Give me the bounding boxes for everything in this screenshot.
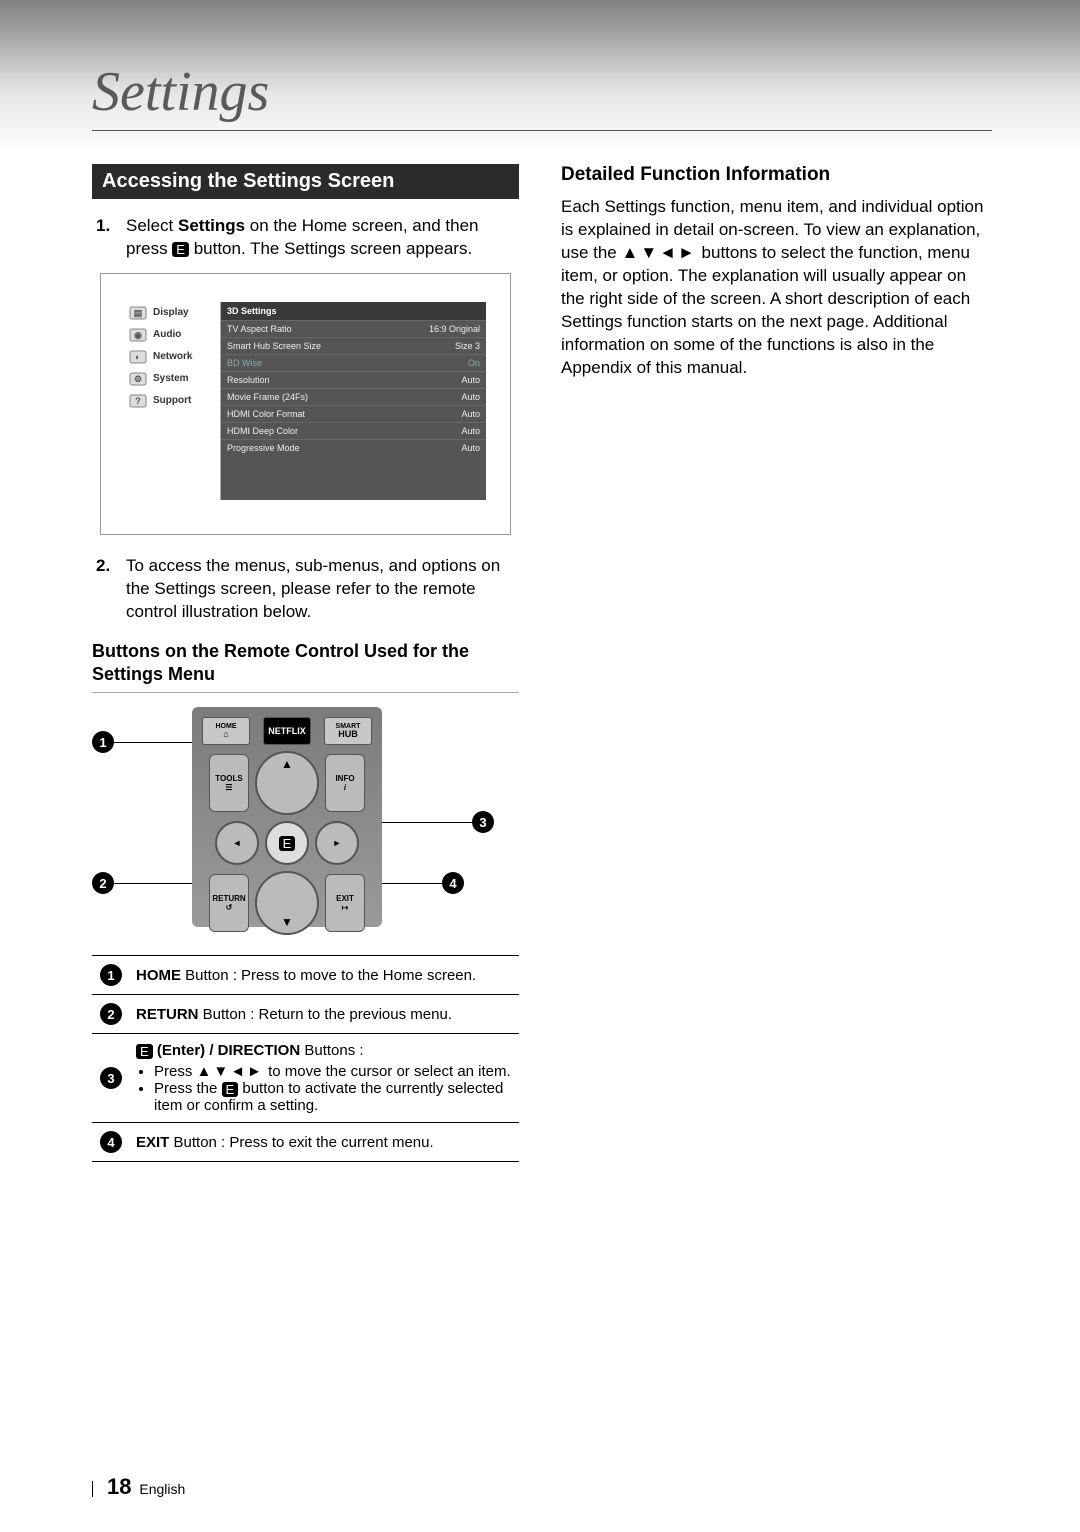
settings-menu-row: HDMI Color FormatAuto	[221, 405, 486, 422]
dpad-left: ◄	[215, 821, 259, 865]
text-bold: (Enter) / DIRECTION	[153, 1042, 301, 1059]
settings-side-menu: ▤Display◉Audio◐Network⚙System?Support	[125, 302, 221, 500]
table-row: 2 RETURN Button : Return to the previous…	[92, 995, 519, 1034]
dpad-up: ▲	[255, 751, 319, 815]
svg-text:◉: ◉	[134, 330, 142, 340]
text: Select	[126, 216, 178, 235]
settings-menu-body: 3D Settings TV Aspect Ratio16:9 Original…	[221, 302, 486, 500]
menu-header-row: 3D Settings	[221, 302, 486, 320]
svg-text:▤: ▤	[134, 308, 143, 318]
smarthub-button: SMARTHUB	[324, 717, 372, 745]
text: Button : Press to exit the current menu.	[169, 1134, 433, 1151]
enter-icon: E	[222, 1082, 239, 1097]
svg-text:◐: ◐	[135, 352, 140, 362]
settings-menu-row: Movie Frame (24Fs)Auto	[221, 388, 486, 405]
page-title: Settings	[92, 60, 992, 131]
arrow-glyphs: ▲▼◄►	[622, 243, 697, 262]
badge-1: 1	[92, 731, 114, 753]
text-bold: Settings	[178, 216, 245, 235]
button-description-table: 1 HOME Button : Press to move to the Hom…	[92, 955, 519, 1162]
settings-menu-row: BD WiseOn	[221, 354, 486, 371]
settings-screenshot: ▤Display◉Audio◐Network⚙System?Support 3D…	[100, 273, 511, 535]
right-body-text: Each Settings function, menu item, and i…	[561, 196, 988, 380]
step-text: Select Settings on the Home screen, and …	[126, 215, 519, 261]
enter-icon: E	[172, 242, 189, 257]
settings-menu-row: TV Aspect Ratio16:9 Original	[221, 320, 486, 337]
exit-button: EXIT↦	[325, 874, 365, 932]
table-row: 1 HOME Button : Press to move to the Hom…	[92, 956, 519, 995]
dpad-down: ▼	[255, 871, 319, 935]
text-bold: HOME	[136, 967, 181, 984]
settings-menu-row: Progressive ModeAuto	[221, 439, 486, 456]
text: Buttons :	[300, 1042, 363, 1059]
badge-4: 4	[442, 872, 464, 894]
settings-menu-row: HDMI Deep ColorAuto	[221, 422, 486, 439]
settings-menu-row: Smart Hub Screen SizeSize 3	[221, 337, 486, 354]
step-number: 2.	[96, 555, 126, 624]
settings-menu-row: ResolutionAuto	[221, 371, 486, 388]
page-number: 18	[107, 1474, 131, 1499]
home-button: HOME⌂	[202, 717, 250, 745]
settings-side-item: ▤Display	[125, 302, 220, 324]
enter-icon: E	[136, 1044, 153, 1059]
row-badge: 1	[100, 964, 122, 986]
text: button. The Settings screen appears.	[189, 239, 472, 258]
settings-side-item: ?Support	[125, 390, 220, 412]
enter-button: E	[265, 821, 309, 865]
table-row: 3 E (Enter) / DIRECTION Buttons : Press …	[92, 1034, 519, 1123]
svg-text:?: ?	[135, 396, 141, 406]
netflix-button: NETFLIX	[263, 717, 311, 745]
text: Button : Press to move to the Home scree…	[181, 967, 476, 984]
settings-side-item: ◐Network	[125, 346, 220, 368]
info-button: INFOi	[325, 754, 365, 812]
return-button: RETURN↺	[209, 874, 249, 932]
text-bold: EXIT	[136, 1134, 169, 1151]
settings-side-item: ⚙System	[125, 368, 220, 390]
subheading: Buttons on the Remote Control Used for t…	[92, 640, 519, 694]
right-heading: Detailed Function Information	[561, 164, 988, 186]
arrow-glyphs: ▲▼◄►	[197, 1063, 264, 1080]
text-bold: RETURN	[136, 1006, 199, 1023]
dpad-right: ►	[315, 821, 359, 865]
row-badge: 3	[100, 1067, 122, 1089]
row-badge: 2	[100, 1003, 122, 1025]
badge-2: 2	[92, 872, 114, 894]
svg-text:⚙: ⚙	[134, 374, 142, 384]
list-item: Press ▲▼◄► to move the cursor or select …	[154, 1063, 513, 1080]
page-footer: 18 English	[92, 1474, 185, 1500]
text: Button : Return to the previous menu.	[199, 1006, 452, 1023]
list-item: Press the E button to activate the curre…	[154, 1080, 513, 1114]
tools-button: TOOLS☰	[209, 754, 249, 812]
step-number: 1.	[96, 215, 126, 261]
page-language: English	[139, 1481, 185, 1497]
table-row: 4 EXIT Button : Press to exit the curren…	[92, 1123, 519, 1162]
remote-diagram: 1 2 3 4 HOME⌂ NETFLIX SMARTHUB TOOLS☰	[92, 707, 512, 937]
badge-3: 3	[472, 811, 494, 833]
step-text: To access the menus, sub-menus, and opti…	[126, 555, 519, 624]
row-badge: 4	[100, 1131, 122, 1153]
section-header: Accessing the Settings Screen	[92, 164, 519, 199]
settings-side-item: ◉Audio	[125, 324, 220, 346]
